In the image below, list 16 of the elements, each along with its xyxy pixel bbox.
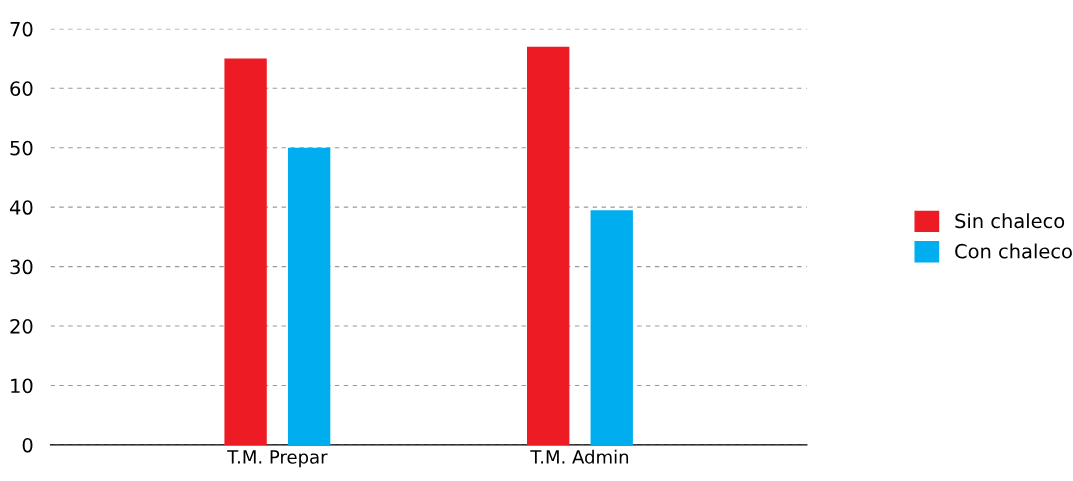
y-tick-label: 60 — [10, 81, 33, 96]
y-tick-label: 30 — [10, 259, 33, 275]
legend-label: Con chaleco — [955, 243, 1072, 259]
y-tick-label: 70 — [10, 21, 33, 37]
x-tick-label: T.M. Admin — [530, 449, 629, 464]
x-tick-label: T.M. Prepar — [227, 450, 328, 468]
bar — [287, 147, 331, 445]
y-tick-label: 40 — [9, 200, 33, 215]
legend-label: Sin chaleco — [955, 213, 1065, 229]
bar — [224, 58, 267, 445]
bar — [527, 46, 570, 445]
y-tick-label: 0 — [22, 437, 33, 453]
y-tick-label: 10 — [11, 378, 33, 394]
bar — [590, 210, 633, 445]
y-tick-label: 50 — [10, 140, 33, 156]
y-tick-label: 20 — [10, 319, 33, 334]
